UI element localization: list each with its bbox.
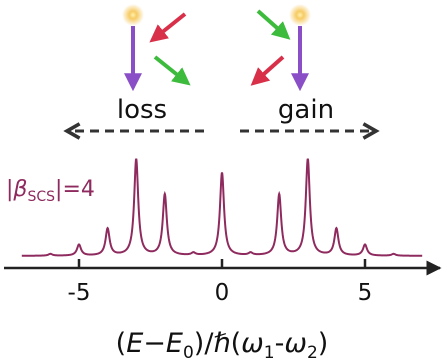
x-tick-label-2: 5 — [358, 280, 373, 306]
green-outgoing-arrow-left-icon — [153, 55, 191, 86]
x-axis-label: (E−E0)/ℏ(ω1-ω2) — [116, 328, 329, 363]
x-tick-label-1: 0 — [215, 280, 230, 306]
gain-scheme — [250, 4, 311, 92]
gain-label: gain — [278, 95, 334, 125]
atom-glow-right-icon — [289, 4, 311, 26]
parameter-label: |βSCS|=4 — [6, 177, 95, 205]
atom-glow-left-icon — [122, 4, 144, 26]
x-ticks: -5 0 5 — [68, 259, 373, 306]
loss-scheme — [122, 4, 191, 92]
red-outgoing-arrow-right-icon — [250, 55, 285, 86]
red-incoming-arrow-left-icon — [149, 12, 187, 43]
loss-label: loss — [117, 95, 167, 125]
spectrum-series-line — [21, 158, 423, 257]
green-incoming-arrow-right-icon — [256, 9, 291, 40]
x-tick-label-0: -5 — [68, 280, 91, 306]
